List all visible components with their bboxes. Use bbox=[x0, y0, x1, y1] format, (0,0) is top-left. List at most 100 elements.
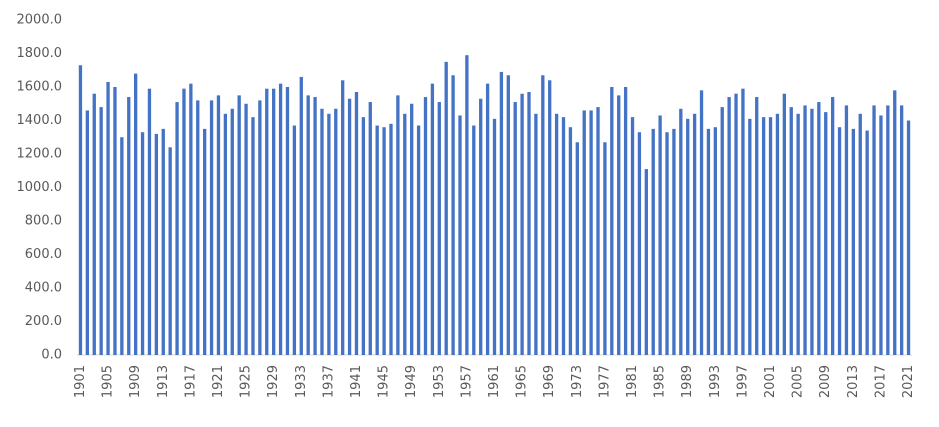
bar bbox=[844, 105, 849, 355]
bar bbox=[789, 107, 793, 355]
bar bbox=[85, 110, 90, 355]
bar bbox=[858, 113, 862, 355]
bar bbox=[320, 108, 324, 356]
bar bbox=[706, 128, 711, 355]
bar bbox=[872, 105, 876, 355]
bar bbox=[341, 80, 345, 356]
bar bbox=[879, 115, 883, 355]
x-tick-label: 2009 bbox=[818, 365, 833, 398]
x-tick-label: 2017 bbox=[873, 365, 888, 398]
bar bbox=[403, 113, 407, 355]
y-tick-label: 2000.0 bbox=[17, 13, 63, 28]
bar bbox=[893, 90, 897, 355]
bar bbox=[665, 132, 669, 355]
x-tick-label: 1925 bbox=[239, 365, 254, 398]
bar bbox=[492, 118, 497, 355]
bar bbox=[458, 115, 462, 355]
bar bbox=[354, 92, 359, 356]
x-tick-label: 1933 bbox=[294, 365, 309, 398]
bar bbox=[886, 105, 890, 355]
x-tick-label: 1953 bbox=[432, 365, 447, 398]
bar bbox=[506, 75, 510, 356]
x-tick-label: 1989 bbox=[680, 365, 695, 398]
y-tick-label: 1000.0 bbox=[17, 180, 63, 195]
y-tick-label: 800.0 bbox=[25, 214, 62, 229]
bar bbox=[92, 93, 96, 355]
bar bbox=[265, 88, 269, 356]
bar bbox=[272, 88, 276, 356]
bar bbox=[140, 132, 145, 355]
bar bbox=[361, 117, 366, 356]
bar bbox=[568, 127, 573, 355]
x-tick-label: 1941 bbox=[349, 365, 364, 398]
bar bbox=[396, 95, 400, 355]
x-tick-label: 1909 bbox=[128, 365, 143, 398]
bar bbox=[223, 113, 228, 355]
bar bbox=[520, 93, 524, 355]
x-tick-label: 1913 bbox=[156, 365, 171, 398]
y-tick-label: 0.0 bbox=[41, 348, 62, 363]
bar bbox=[182, 88, 186, 356]
bar bbox=[830, 97, 835, 356]
x-tick-label: 1965 bbox=[515, 365, 530, 398]
bar bbox=[368, 102, 372, 355]
bar bbox=[251, 117, 255, 356]
bar bbox=[451, 75, 455, 356]
bar bbox=[761, 117, 766, 356]
bar bbox=[423, 97, 428, 356]
bar bbox=[727, 97, 731, 356]
bar bbox=[437, 102, 441, 355]
bar bbox=[230, 108, 234, 356]
bar bbox=[851, 128, 855, 355]
bar bbox=[824, 112, 828, 355]
bar bbox=[209, 100, 214, 356]
bar bbox=[120, 137, 124, 355]
bar bbox=[596, 107, 600, 355]
bar bbox=[347, 98, 352, 355]
bar bbox=[285, 87, 290, 355]
x-tick-label: 1949 bbox=[404, 365, 419, 398]
y-tick-label: 1800.0 bbox=[17, 46, 63, 61]
bar bbox=[278, 83, 283, 356]
x-tick-label: 1921 bbox=[211, 365, 226, 398]
bar bbox=[679, 108, 683, 356]
y-tick-label: 600.0 bbox=[25, 247, 62, 262]
bar bbox=[127, 97, 131, 356]
x-tick-label: 1901 bbox=[73, 365, 88, 398]
bar bbox=[623, 87, 628, 355]
bar bbox=[817, 102, 821, 355]
bar bbox=[106, 81, 110, 355]
bar bbox=[561, 117, 566, 356]
bar bbox=[389, 123, 393, 355]
bar bbox=[237, 95, 241, 355]
bar bbox=[444, 61, 448, 355]
bar bbox=[327, 113, 331, 355]
y-tick-label: 1600.0 bbox=[17, 80, 63, 95]
bar bbox=[479, 98, 483, 355]
bar bbox=[410, 103, 414, 355]
x-tick-label: 1961 bbox=[487, 365, 502, 398]
bar bbox=[686, 118, 690, 355]
bar bbox=[603, 142, 607, 355]
bar bbox=[258, 100, 262, 356]
bar bbox=[534, 113, 538, 355]
bar bbox=[906, 120, 911, 355]
bar bbox=[299, 76, 303, 355]
bar bbox=[485, 83, 490, 356]
x-tick-label: 1905 bbox=[101, 365, 116, 398]
bar bbox=[416, 125, 421, 356]
y-tick-label: 1200.0 bbox=[17, 147, 63, 162]
bar bbox=[161, 128, 165, 355]
y-tick-label: 200.0 bbox=[25, 314, 62, 329]
bar bbox=[796, 113, 800, 355]
bar bbox=[768, 117, 773, 356]
bar bbox=[134, 73, 138, 355]
bar bbox=[658, 115, 662, 355]
bar bbox=[899, 105, 904, 355]
bar bbox=[203, 128, 207, 355]
bar bbox=[472, 125, 476, 356]
bar bbox=[499, 71, 504, 356]
bar bbox=[782, 93, 786, 355]
x-tick-label: 2021 bbox=[901, 365, 916, 398]
